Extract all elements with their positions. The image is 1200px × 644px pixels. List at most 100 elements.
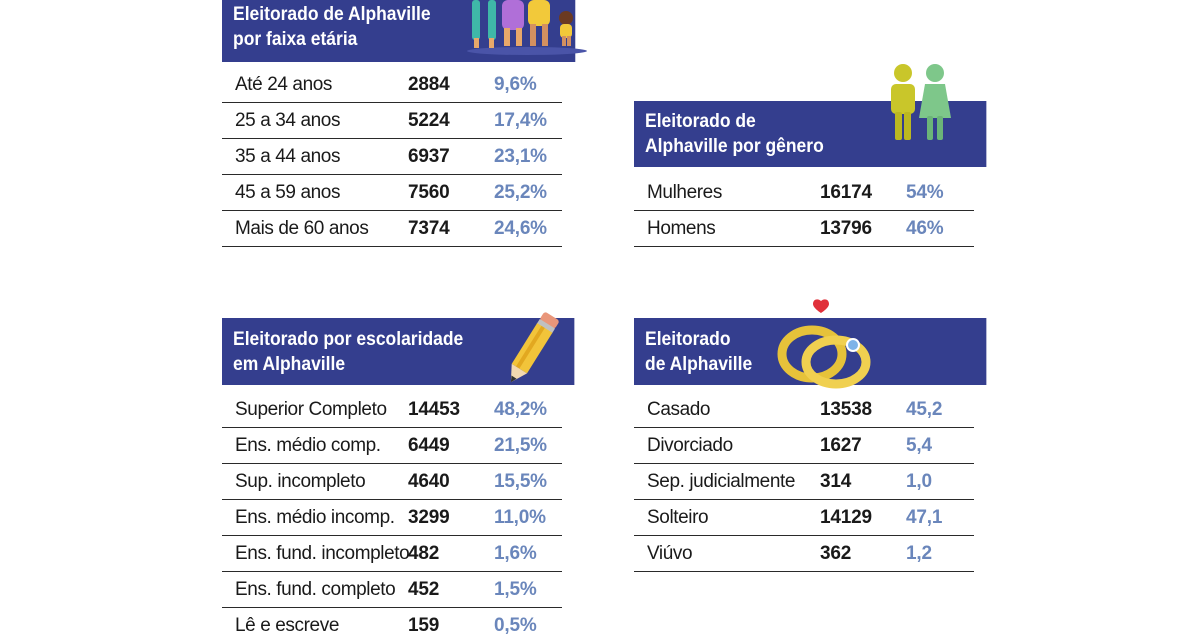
row-label: 45 a 59 anos <box>235 182 341 203</box>
marital-panel-title-line2: de Alphaville <box>645 353 753 375</box>
row-percent: 24,6% <box>494 218 547 239</box>
row-percent: 47,1 <box>906 507 943 528</box>
row-divider <box>222 426 562 428</box>
row-value: 13796 <box>820 218 872 239</box>
table-row: Solteiro 14129 47,1 <box>634 500 974 536</box>
row-value: 362 <box>820 543 852 564</box>
row-divider <box>222 209 562 211</box>
row-divider <box>634 245 974 247</box>
row-value: 6937 <box>408 146 450 167</box>
row-value: 14453 <box>408 399 460 420</box>
row-value: 3299 <box>408 507 450 528</box>
row-percent: 46% <box>906 218 944 239</box>
row-value: 482 <box>408 543 440 564</box>
row-value: 452 <box>408 579 440 600</box>
table-row: Sup. incompleto 4640 15,5% <box>222 464 562 500</box>
table-row: Ens. médio comp. 6449 21,5% <box>222 428 562 464</box>
row-value: 13538 <box>820 399 872 420</box>
row-divider <box>634 570 974 572</box>
row-percent: 48,2% <box>494 399 547 420</box>
row-divider <box>222 462 562 464</box>
education-panel-title-line2: em Alphaville <box>233 353 346 375</box>
row-label: Ens. médio incomp. <box>235 507 395 528</box>
row-label: Lê e escreve <box>235 615 339 636</box>
row-percent: 54% <box>906 182 944 203</box>
age-panel-title-line2: por faixa etária <box>233 29 358 50</box>
table-row: Ens. médio incomp. 3299 11,0% <box>222 500 562 536</box>
row-value: 6449 <box>408 435 450 456</box>
rings-icon <box>777 299 871 389</box>
row-percent: 1,6% <box>494 543 537 564</box>
row-divider <box>634 498 974 500</box>
row-value: 159 <box>408 615 440 636</box>
family-icon <box>467 0 587 55</box>
table-row: Ens. fund. completo 452 1,5% <box>222 572 562 608</box>
table-row: Superior Completo 14453 48,2% <box>222 392 562 428</box>
row-label: Divorciado <box>647 435 733 456</box>
row-value: 4640 <box>408 471 450 492</box>
row-label: Ens. fund. completo <box>235 579 396 600</box>
row-divider <box>222 534 562 536</box>
row-label: Até 24 anos <box>235 74 333 95</box>
pencil-icon <box>510 312 559 383</box>
row-divider <box>222 245 562 247</box>
gender-panel-title-line1: Eleitorado de <box>645 111 756 132</box>
row-percent: 15,5% <box>494 471 547 492</box>
row-divider <box>222 570 562 572</box>
row-percent: 9,6% <box>494 74 537 95</box>
row-label: Viúvo <box>647 543 693 564</box>
row-label: Mais de 60 anos <box>235 218 369 239</box>
row-value: 1627 <box>820 435 862 456</box>
row-label: 35 a 44 anos <box>235 146 341 167</box>
table-row: Lê e escreve 159 0,5% <box>222 608 562 644</box>
row-label: 25 a 34 anos <box>235 110 341 131</box>
row-value: 7560 <box>408 182 450 203</box>
row-percent: 5,4 <box>906 435 932 456</box>
row-label: Superior Completo <box>235 399 387 420</box>
row-percent: 45,2 <box>906 399 943 420</box>
row-label: Sep. judicialmente <box>647 471 796 492</box>
row-percent: 1,5% <box>494 579 537 600</box>
education-panel-title-line1: Eleitorado por escolaridade <box>233 328 464 350</box>
table-row: Viúvo 362 1,2 <box>634 536 974 572</box>
row-value: 7374 <box>408 218 450 239</box>
row-divider <box>222 498 562 500</box>
row-divider <box>634 534 974 536</box>
row-label: Solteiro <box>647 507 709 528</box>
row-percent: 1,0 <box>906 471 932 492</box>
people-icon <box>891 64 951 140</box>
row-divider <box>634 426 974 428</box>
row-divider <box>634 209 974 211</box>
row-divider <box>222 101 562 103</box>
row-percent: 0,5% <box>494 615 537 636</box>
row-label: Mulheres <box>647 182 722 203</box>
row-percent: 21,5% <box>494 435 547 456</box>
marital-panel-title-line1: Eleitorado <box>645 328 731 350</box>
table-row: 45 a 59 anos 7560 25,2% <box>222 175 562 211</box>
row-divider <box>222 137 562 139</box>
row-value: 16174 <box>820 182 872 203</box>
row-value: 314 <box>820 471 852 492</box>
table-row: Casado 13538 45,2 <box>634 392 974 428</box>
row-label: Ens. fund. incompleto <box>235 543 410 564</box>
row-divider <box>634 462 974 464</box>
table-row: Divorciado 1627 5,4 <box>634 428 974 464</box>
row-value: 14129 <box>820 507 872 528</box>
row-divider <box>222 173 562 175</box>
table-row: Homens 13796 46% <box>634 211 974 247</box>
table-row: 35 a 44 anos 6937 23,1% <box>222 139 562 175</box>
table-row: 25 a 34 anos 5224 17,4% <box>222 103 562 139</box>
row-percent: 1,2 <box>906 543 932 564</box>
table-row: Mulheres 16174 54% <box>634 175 974 211</box>
row-label: Sup. incompleto <box>235 471 366 492</box>
gender-panel-title-line2: Alphaville por gênero <box>645 136 824 157</box>
row-divider <box>222 606 562 608</box>
row-label: Homens <box>647 218 716 239</box>
table-row: Até 24 anos 2884 9,6% <box>222 67 562 103</box>
row-percent: 25,2% <box>494 182 547 203</box>
row-value: 5224 <box>408 110 450 131</box>
row-label: Casado <box>647 399 711 420</box>
row-value: 2884 <box>408 74 450 95</box>
row-percent: 23,1% <box>494 146 547 167</box>
table-row: Ens. fund. incompleto 482 1,6% <box>222 536 562 572</box>
